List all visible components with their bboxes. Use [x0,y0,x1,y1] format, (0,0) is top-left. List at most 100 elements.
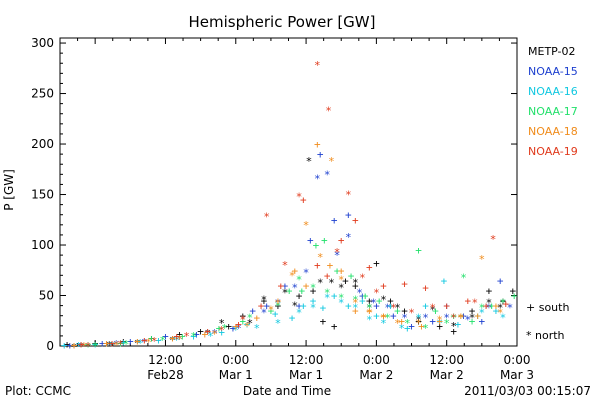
point-north: * [275,297,282,310]
point-south: + [67,339,74,352]
point-north: * [292,300,299,313]
point-north: * [359,271,366,284]
point-north: * [324,292,331,305]
point-north: * [303,219,310,232]
point-north: * [436,314,443,327]
point-south: + [141,334,148,347]
y-tick-label: 100 [31,238,54,252]
point-north: * [263,211,270,224]
point-north: * [117,338,124,351]
point-south: + [380,279,387,292]
point-south: + [64,338,71,351]
point-north: * [338,297,345,310]
point-north: * [436,317,443,330]
point-north: * [204,327,211,340]
point-north: * [218,324,225,337]
marker-legend-entry: * north [526,329,565,342]
x-tick-label-date: Mar 2 [430,368,464,382]
point-south: + [401,277,408,290]
point-south: + [376,295,383,308]
point-north: * [232,324,239,337]
point-north: * [173,334,180,347]
point-south: + [497,274,504,287]
point-north: * [324,168,331,181]
point-north: * [78,340,85,353]
point-south: + [479,315,486,328]
point-north: * [352,297,359,310]
point-south: + [249,305,256,318]
point-north: * [352,276,359,289]
point-south: + [300,300,307,313]
point-north: * [373,286,380,299]
point-south: + [387,300,394,313]
point-south: + [92,337,99,350]
series-metp-02: + + + + + + +++ ++ ++ ++ ++++++ + +++++* * * *** ****** *… [64,155,517,354]
point-south: + [289,312,296,325]
point-south: + [436,320,443,333]
point-south: + [296,300,303,313]
point-south: + [263,300,270,313]
point-south: + [117,337,124,350]
point-north: * [176,333,183,346]
point-north: * [366,307,373,320]
point-south: + [310,295,317,308]
point-north: * [464,314,471,327]
point-north: * [261,307,268,320]
x-tick-label-time: 12:00 [429,353,464,367]
point-south: + [457,310,464,323]
point-north: * [169,334,176,347]
point-south: + [394,305,401,318]
point-south: + [348,269,355,282]
point-north: * [176,333,183,346]
point-north: * [296,273,303,286]
point-south: + [443,300,450,313]
point-south: + [155,334,162,347]
point-north: * [211,328,218,341]
point-north: * [384,312,391,325]
point-south: + [232,320,239,333]
point-north: * [207,330,214,343]
point-north: * [479,307,486,320]
point-north: * [325,105,332,118]
point-north: * [356,286,363,299]
point-north: * [282,259,289,272]
series-noaa-18: + + + + ++++++++ ++ + + + + + + ++* * * * ********** * * * *… [71,138,504,353]
point-south: + [197,325,204,338]
point-north: * [384,302,391,315]
point-north: * [113,339,120,352]
point-south: + [307,234,314,247]
point-north: * [296,191,303,204]
point-south: + [127,335,134,348]
point-south: + [277,279,284,292]
legend-entry: METP-02 [528,45,576,58]
point-north: * [401,312,408,325]
point-south: + [300,194,307,207]
point-north: * [275,317,282,330]
point-south: + [320,315,327,328]
point-north: * [303,266,310,279]
point-south: + [148,332,155,345]
point-south: + [99,337,106,350]
point-south: + [169,332,176,345]
point-south: + [103,337,110,350]
point-north: * [422,312,429,325]
point-north: * [338,273,345,286]
point-south: + [244,318,251,331]
point-north: * [472,297,479,310]
series-noaa-16: + + + + + +++ ++ ++++ ++++++++ +* * * * * * * ** ** * ** * **… [61,274,506,353]
point-south: + [148,332,155,345]
point-north: * [450,320,457,333]
point-south: + [331,290,338,303]
footer-right: 2011/03/03 00:15:07 [464,384,591,398]
point-north: * [479,302,486,315]
point-south: + [422,300,429,313]
point-south: + [441,274,448,287]
point-south: + [415,244,422,257]
marker-legend: + south * north [526,301,569,342]
point-north: * [497,302,504,315]
point-south: + [239,310,246,323]
point-south: + [317,148,324,161]
point-south: + [272,308,279,321]
point-south: + [460,310,467,323]
